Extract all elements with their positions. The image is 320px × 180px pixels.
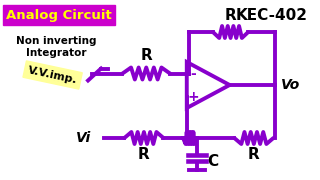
Text: R: R xyxy=(140,48,152,62)
Text: Vi: Vi xyxy=(76,131,91,145)
Text: R: R xyxy=(138,147,150,162)
Text: V.V.imp.: V.V.imp. xyxy=(27,65,78,85)
Text: Analog Circuit: Analog Circuit xyxy=(6,8,112,21)
Text: R: R xyxy=(248,147,260,162)
Text: Non inverting
Integrator: Non inverting Integrator xyxy=(16,36,97,58)
Text: -: - xyxy=(190,66,196,80)
Text: R: R xyxy=(225,8,236,23)
Text: KEC-402: KEC-402 xyxy=(236,8,308,22)
Text: Vo: Vo xyxy=(281,78,300,92)
Text: C: C xyxy=(207,154,218,170)
Text: +: + xyxy=(188,89,199,103)
